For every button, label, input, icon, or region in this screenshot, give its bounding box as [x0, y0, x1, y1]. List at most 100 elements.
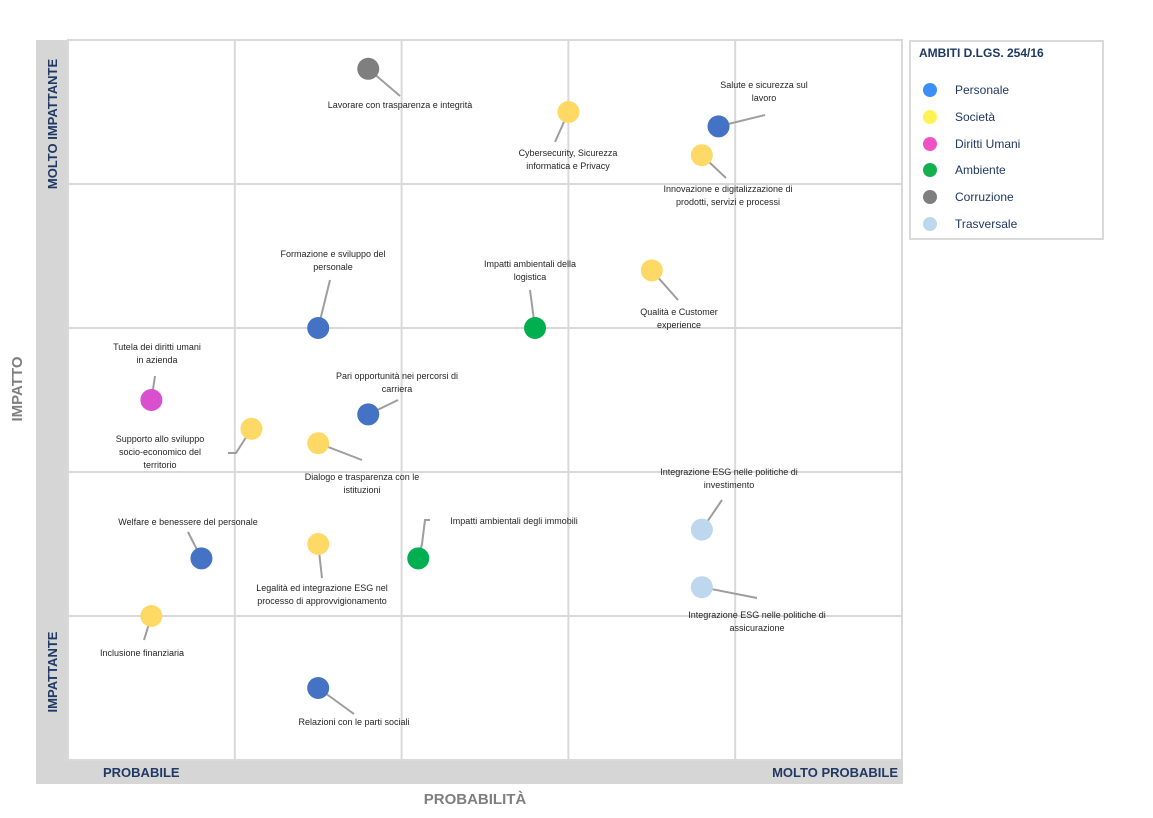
point-label-line: Relazioni con le parti sociali	[298, 717, 409, 727]
point-label-line: Qualità e Customer	[640, 307, 718, 317]
point-label: Relazioni con le parti sociali	[298, 717, 409, 727]
point-label-line: personale	[313, 262, 353, 272]
point-label: Inclusione finanziaria	[100, 648, 184, 658]
point-label: Cybersecurity, Sicurezza informatica e Pr…	[519, 148, 618, 171]
point-label: Dialogo e trasparenza con le istituzioni	[305, 472, 420, 495]
point-label-line: socio-economico del	[119, 447, 201, 457]
point-label-line: prodotti, servizi e processi	[676, 197, 780, 207]
point-label-line: Integrazione ESG nelle politiche di	[688, 610, 826, 620]
x-right-label: MOLTO PROBABILE	[772, 765, 898, 780]
y-axis-band	[36, 40, 68, 784]
point-label-line: logistica	[514, 272, 547, 282]
point-label-line: lavoro	[752, 93, 777, 103]
point-label: Supporto allo sviluppo socio-economico de…	[116, 434, 205, 470]
x-axis-band	[36, 760, 903, 784]
grid	[68, 40, 902, 760]
legend-label-trasversale: Trasversale	[955, 217, 1018, 231]
legend-item-ambiente: Ambiente	[923, 160, 1006, 180]
scatter-point-ambiente	[524, 317, 547, 339]
point-label-line: experience	[657, 320, 701, 330]
legend-marker-societa	[923, 110, 937, 124]
scatter-point-personale	[190, 547, 213, 570]
legend-label-diritti: Diritti Umani	[955, 137, 1021, 151]
point-label: Pari opportunità nei percorsi di carriera	[336, 371, 458, 394]
point-label: Integrazione ESG nelle politiche di assic…	[688, 610, 826, 633]
scatter-point-trasversale	[690, 576, 713, 599]
point-label-line: carriera	[382, 384, 413, 394]
scatter-point-diritti	[140, 389, 163, 411]
point-label-line: Cybersecurity, Sicurezza	[519, 148, 618, 158]
scatter-point-ambiente	[407, 547, 430, 570]
legend-marker-ambiente	[923, 163, 937, 177]
legend-marker-personale	[923, 83, 937, 97]
x-left-label: PROBABILE	[103, 765, 180, 780]
scatter-point-corruzione	[357, 57, 380, 80]
point-label: Impatti ambientali degli immobili	[450, 516, 578, 526]
legend-label-societa: Società	[955, 110, 996, 124]
point-label: Integrazione ESG nelle politiche di inves…	[660, 467, 798, 490]
point-label-line: Impatti ambientali della	[484, 259, 576, 269]
point-label: Innovazione e digitalizzazione di prodott…	[663, 184, 792, 207]
point-label-line: territorio	[143, 460, 176, 470]
scatter-point-personale	[707, 115, 730, 138]
legend: AMBITI D.LGS. 254/16 Personale Società D…	[909, 40, 1104, 240]
point-label-line: processo di approvvigionamento	[257, 596, 387, 606]
point-label: Salute e sicurezza sul lavoro	[720, 80, 808, 103]
y-bottom-label: IMPATTANTE	[45, 631, 60, 712]
scatter-point-societa	[557, 101, 580, 123]
scatter-point-societa	[307, 432, 330, 455]
scatter-point-societa	[640, 259, 663, 282]
point-label-line: Inclusione finanziaria	[100, 648, 184, 658]
legend-marker-trasversale	[923, 217, 937, 231]
point-label: Formazione e sviluppo del personale	[280, 249, 385, 272]
data-points	[140, 57, 730, 699]
scatter-point-personale	[307, 317, 330, 339]
point-label: Welfare e benessere del personale	[118, 517, 257, 527]
legend-marker-corruzione	[923, 190, 937, 204]
legend-item-diritti: Diritti Umani	[923, 134, 1020, 154]
data-labels: Lavorare con trasparenza e integrità Cybe…	[100, 80, 826, 727]
point-label-line: Supporto allo sviluppo	[116, 434, 205, 444]
point-label: Impatti ambientali della logistica	[484, 259, 576, 282]
legend-label-ambiente: Ambiente	[955, 163, 1006, 177]
legend-marker-diritti	[923, 137, 937, 151]
point-label: Tutela dei diritti umani in azienda	[113, 342, 201, 365]
point-label-line: Innovazione e digitalizzazione di	[663, 184, 792, 194]
point-label-line: istituzioni	[343, 485, 380, 495]
legend-item-societa: Società	[923, 107, 995, 127]
point-label-line: Formazione e sviluppo del	[280, 249, 385, 259]
point-label-line: investimento	[704, 480, 755, 490]
point-label-line: Dialogo e trasparenza con le	[305, 472, 420, 482]
point-label-line: Salute e sicurezza sul	[720, 80, 808, 90]
point-label: Qualità e Customer experience	[640, 307, 718, 330]
point-label-line: in azienda	[136, 355, 177, 365]
scatter-point-personale	[357, 403, 380, 426]
point-label: Legalità ed integrazione ESG nel processo…	[256, 583, 388, 606]
point-label-line: Legalità ed integrazione ESG nel	[256, 583, 388, 593]
point-label: Lavorare con trasparenza e integrità	[328, 100, 473, 110]
plot-area	[67, 39, 903, 761]
y-axis-title: IMPATTO	[9, 356, 26, 421]
y-top-label: MOLTO IMPATTANTE	[45, 59, 60, 190]
legend-item-personale: Personale	[923, 80, 1009, 100]
scatter-point-personale	[307, 677, 330, 699]
point-label-line: assicurazione	[729, 623, 784, 633]
legend-label-corruzione: Corruzione	[955, 190, 1014, 204]
legend-label-personale: Personale	[955, 83, 1010, 97]
scatter-point-societa	[240, 417, 263, 440]
point-label-line: Pari opportunità nei percorsi di	[336, 371, 458, 381]
point-label-line: Welfare e benessere del personale	[118, 517, 257, 527]
point-label-line: Lavorare con trasparenza e integrità	[328, 100, 473, 110]
scatter-point-societa	[307, 533, 330, 555]
legend-item-trasversale: Trasversale	[923, 214, 1017, 234]
scatter-point-societa	[690, 144, 713, 167]
x-axis-title: PROBABILITÀ	[424, 791, 527, 808]
legend-item-corruzione: Corruzione	[923, 187, 1014, 207]
point-label-line: Integrazione ESG nelle politiche di	[660, 467, 798, 477]
scatter-point-trasversale	[690, 518, 713, 541]
point-label-line: Tutela dei diritti umani	[113, 342, 201, 352]
point-label-line: informatica e Privacy	[526, 161, 610, 171]
point-label-line: Impatti ambientali degli immobili	[450, 516, 578, 526]
legend-title: AMBITI D.LGS. 254/16	[919, 46, 1044, 60]
